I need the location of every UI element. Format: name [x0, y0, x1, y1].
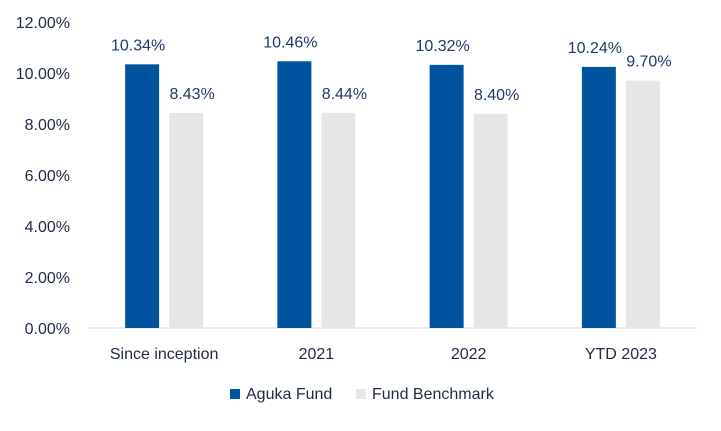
- bar-aguka-fund: [125, 64, 160, 328]
- data-label: 10.24%: [568, 40, 622, 57]
- bar-aguka-fund: [581, 66, 616, 328]
- legend-swatch: [356, 389, 366, 399]
- y-tick-label: 10.00%: [16, 66, 70, 83]
- bars: [125, 61, 660, 329]
- y-tick-label: 0.00%: [25, 321, 70, 338]
- bar-aguka-fund: [277, 61, 312, 329]
- category-label: 2022: [451, 346, 487, 363]
- y-axis: 0.00% 2.00% 4.00% 6.00% 8.00% 10.00% 12.00%: [16, 15, 70, 338]
- bar-fund-benchmark: [169, 113, 204, 328]
- y-tick-label: 12.00%: [16, 15, 70, 32]
- bar-fund-benchmark: [473, 113, 508, 328]
- bar-aguka-fund: [429, 64, 464, 328]
- category-label: 2021: [299, 346, 335, 363]
- bar-fund-benchmark: [625, 80, 660, 329]
- data-label: 9.70%: [626, 54, 671, 71]
- data-label: 8.40%: [474, 87, 519, 104]
- legend-swatch: [230, 389, 240, 399]
- y-tick-label: 4.00%: [25, 219, 70, 236]
- y-tick-label: 6.00%: [25, 168, 70, 185]
- category-label: YTD 2023: [585, 346, 657, 363]
- data-label: 10.34%: [111, 37, 165, 54]
- x-axis: Since inception 2021 2022 YTD 2023: [88, 327, 697, 363]
- data-label: 8.43%: [169, 86, 214, 103]
- bar-fund-benchmark: [321, 112, 356, 328]
- legend-label: Aguka Fund: [246, 386, 332, 403]
- data-label: 10.32%: [415, 38, 469, 55]
- category-label: Since inception: [110, 346, 219, 363]
- legend: Aguka Fund Fund Benchmark: [230, 386, 495, 403]
- y-tick-label: 8.00%: [25, 117, 70, 134]
- data-labels: 10.34% 8.43% 10.46% 8.44% 10.32% 8.40% 10.24%9…: [111, 34, 672, 104]
- legend-label: Fund Benchmark: [372, 386, 495, 403]
- y-tick-label: 2.00%: [25, 270, 70, 287]
- data-label: 10.46%: [263, 34, 317, 51]
- data-label: 8.44%: [322, 86, 367, 103]
